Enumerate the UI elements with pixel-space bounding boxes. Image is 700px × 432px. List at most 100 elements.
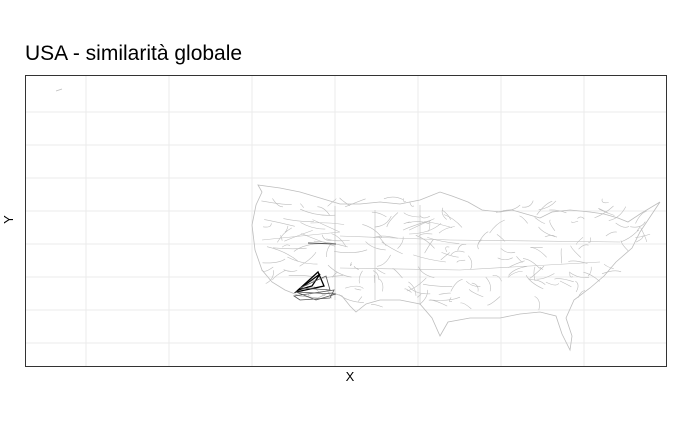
x-axis-label: X [345, 369, 355, 384]
network-trunk [459, 261, 601, 271]
network-line [630, 221, 646, 228]
highlight-polygon [295, 291, 337, 301]
network-line [376, 267, 386, 275]
network-line [492, 275, 502, 282]
network-line [575, 237, 584, 245]
network-line [620, 240, 629, 252]
network-line [339, 197, 351, 207]
network-line [544, 235, 556, 238]
network-line [456, 259, 466, 263]
network-line [575, 280, 579, 293]
highlight-polygons [292, 242, 337, 301]
network-line [536, 201, 553, 215]
network-line [331, 233, 347, 248]
network-line [358, 270, 363, 284]
network-line [536, 273, 555, 280]
network-line [538, 226, 558, 238]
network-line [449, 297, 453, 302]
network-line [569, 272, 574, 278]
network-line [500, 248, 516, 254]
network-line [443, 214, 463, 228]
network-line [407, 221, 430, 224]
network-line [403, 212, 420, 218]
network-line [534, 296, 540, 311]
network-line [549, 219, 556, 231]
network-line [272, 198, 284, 208]
network-line [327, 198, 337, 207]
network-line [300, 208, 336, 216]
network-line [636, 226, 641, 232]
network-line [419, 289, 428, 305]
network-line [386, 212, 399, 228]
network-line [264, 219, 295, 227]
stray-mark [55, 88, 63, 92]
network-line [261, 200, 292, 205]
network-line [445, 246, 450, 253]
network-line [371, 211, 387, 218]
network-line [601, 270, 622, 275]
network-line [521, 200, 534, 208]
network-line [427, 220, 431, 232]
network-line [487, 296, 501, 306]
network-line [408, 223, 442, 235]
network-line [615, 222, 630, 228]
network-line [283, 269, 298, 272]
network-line [603, 263, 614, 269]
network-line [280, 235, 283, 241]
network-line [263, 223, 272, 228]
network-line [539, 267, 544, 270]
network-line [313, 285, 326, 296]
network-line [422, 283, 453, 287]
network-line [283, 218, 314, 222]
network-line [293, 243, 324, 252]
network-line [554, 278, 574, 283]
network-line [313, 240, 348, 248]
network-line [516, 256, 523, 263]
network-line [397, 236, 404, 249]
network-line [530, 247, 547, 258]
network-line [427, 237, 460, 244]
network-line [441, 252, 459, 258]
network-line [374, 215, 392, 228]
network-line [497, 257, 513, 261]
network-line [261, 266, 274, 272]
network-line [508, 266, 528, 276]
network-trunk [339, 235, 451, 241]
network-line [403, 198, 406, 203]
network-line [372, 270, 380, 280]
network-line [471, 282, 479, 292]
network-line [608, 206, 627, 221]
network-line [326, 238, 350, 242]
network-line [262, 258, 286, 264]
network-line [519, 215, 528, 224]
network-line [570, 245, 582, 258]
network-line [450, 279, 463, 292]
network-line [284, 225, 289, 233]
network-map [55, 88, 661, 352]
highlight-polygon [299, 275, 331, 291]
network-line [317, 206, 331, 216]
network-line [438, 292, 451, 295]
network-line [538, 200, 557, 211]
network-line [326, 243, 332, 258]
network-line [545, 281, 559, 286]
network-line [281, 244, 291, 248]
network-line [299, 251, 317, 267]
network-line [266, 246, 299, 262]
network-line [440, 252, 450, 261]
network-line [529, 265, 545, 279]
network-trunk [261, 231, 341, 241]
network-line [413, 254, 446, 263]
network-line [350, 262, 353, 266]
network-line [587, 266, 592, 277]
network-line [354, 288, 362, 291]
network-line [549, 209, 567, 214]
network-trunk [449, 239, 621, 243]
network-line [272, 247, 307, 250]
network-line [419, 214, 431, 219]
network-line [362, 224, 383, 238]
network-line [415, 235, 435, 249]
network-line [284, 230, 313, 242]
network-line [635, 235, 644, 243]
